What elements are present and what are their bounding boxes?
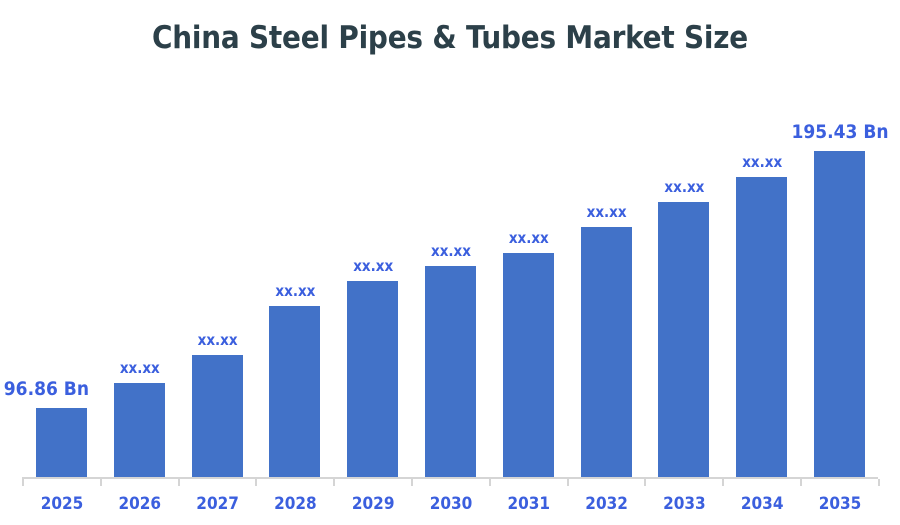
bar-value-label-2030: xx.xx bbox=[431, 242, 471, 260]
axis-tick-mark bbox=[488, 479, 491, 486]
axis-tick-mark bbox=[722, 479, 725, 486]
x-axis-tick-label-2029: 2029 bbox=[351, 494, 395, 514]
x-axis-tick-label-2026: 2026 bbox=[118, 494, 162, 514]
bar-value-label-2027: xx.xx bbox=[197, 331, 238, 349]
axis-tick-mark bbox=[877, 479, 880, 486]
x-axis-tick-label-2025: 2025 bbox=[40, 494, 84, 514]
bar-value-label-2025: 96.86 Bn bbox=[3, 378, 89, 400]
bar-2031 bbox=[502, 253, 554, 477]
bar-value-label-2029: xx.xx bbox=[353, 257, 394, 275]
x-axis-tick-label-2035: 2035 bbox=[818, 494, 862, 514]
chart-title: China Steel Pipes & Tubes Market Size bbox=[151, 20, 749, 56]
bar-2035 bbox=[814, 151, 865, 477]
bar-2030 bbox=[425, 266, 476, 477]
axis-tick-mark bbox=[800, 479, 802, 486]
axis-tick-mark bbox=[177, 479, 180, 486]
axis-tick-mark bbox=[255, 479, 258, 486]
bar-value-label-2026: xx.xx bbox=[119, 359, 160, 377]
x-axis-tick-label-2030: 2030 bbox=[429, 494, 473, 514]
bar-2026 bbox=[113, 383, 165, 477]
x-axis-tick-label-2033: 2033 bbox=[663, 494, 706, 514]
axis-tick-mark bbox=[566, 479, 569, 486]
axis-tick-mark bbox=[411, 479, 413, 486]
bar-value-label-2028: xx.xx bbox=[275, 282, 316, 300]
bar-2034 bbox=[736, 177, 788, 477]
bar-value-label-2031: xx.xx bbox=[508, 229, 549, 247]
x-axis-tick-label-2032: 2032 bbox=[585, 494, 628, 514]
bar-2029 bbox=[347, 281, 399, 477]
axis-tick-mark bbox=[99, 479, 102, 486]
bar-2027 bbox=[191, 355, 243, 477]
axis-tick-mark bbox=[22, 479, 24, 486]
bar-value-label-2032: xx.xx bbox=[586, 203, 627, 221]
axis-tick-mark bbox=[644, 479, 647, 486]
axis-tick-mark bbox=[333, 479, 336, 486]
bar-2032 bbox=[580, 227, 632, 477]
x-axis-tick-label-2027: 2027 bbox=[196, 494, 239, 514]
bar-2028 bbox=[269, 306, 321, 477]
bar-value-label-2034: xx.xx bbox=[742, 153, 783, 171]
x-axis-line bbox=[22, 477, 878, 479]
bar-2025 bbox=[36, 408, 87, 477]
bar-value-label-2035: 195.43 Bn bbox=[791, 121, 889, 143]
bar-value-label-2033: xx.xx bbox=[664, 178, 705, 196]
x-axis-tick-label-2034: 2034 bbox=[740, 494, 784, 514]
x-axis-tick-label-2031: 2031 bbox=[507, 494, 551, 514]
bar-2033 bbox=[658, 202, 710, 477]
x-axis-tick-label-2028: 2028 bbox=[274, 494, 317, 514]
